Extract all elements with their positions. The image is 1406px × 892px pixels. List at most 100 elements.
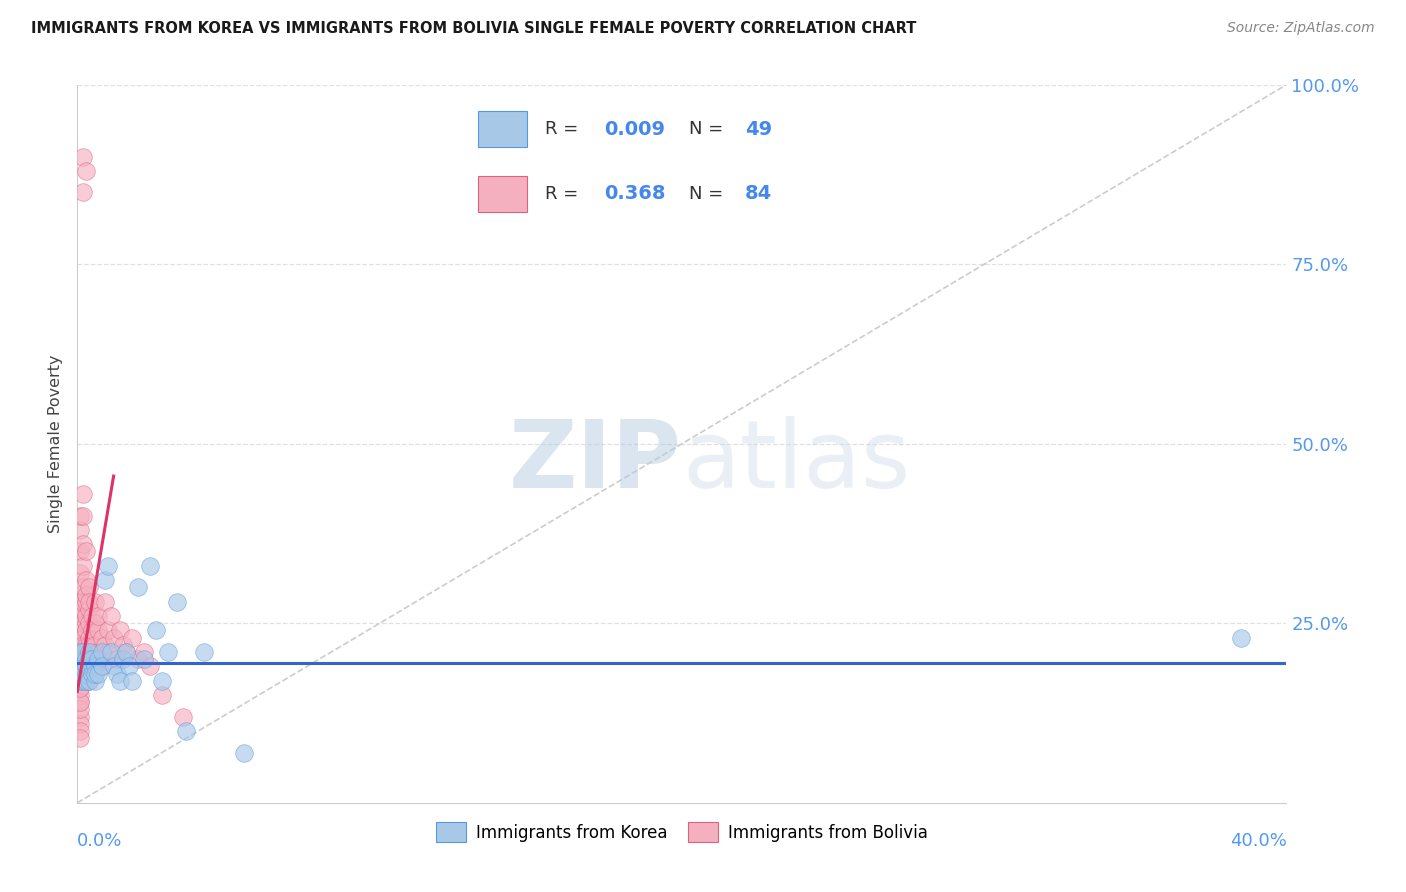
Point [69, 702, 91, 716]
Point [108, 673, 131, 688]
Point [72, 631, 94, 645]
Point [69, 681, 91, 695]
Point [75, 544, 97, 558]
Point [111, 652, 134, 666]
Point [103, 631, 125, 645]
Point [84, 666, 107, 681]
Point [69, 508, 91, 523]
Text: 0.0%: 0.0% [77, 831, 122, 849]
Point [75, 659, 97, 673]
Point [82, 659, 104, 673]
Point [79, 581, 101, 595]
Point [72, 581, 94, 595]
Point [69, 544, 91, 558]
Point [82, 645, 104, 659]
Point [127, 652, 149, 666]
Point [69, 566, 91, 580]
Point [72, 616, 94, 631]
Point [72, 508, 94, 523]
Point [69, 709, 91, 723]
Point [72, 666, 94, 681]
Point [103, 659, 125, 673]
Point [75, 595, 97, 609]
Point [69, 666, 91, 681]
Point [69, 602, 91, 616]
Point [69, 681, 91, 695]
Point [84, 616, 107, 631]
Point [72, 652, 94, 666]
Point [72, 659, 94, 673]
Text: atlas: atlas [682, 416, 910, 508]
Point [87, 624, 110, 638]
Point [1230, 631, 1253, 645]
Point [79, 673, 101, 688]
Point [79, 602, 101, 616]
Point [72, 638, 94, 652]
Point [174, 724, 197, 739]
Point [69, 659, 91, 673]
Point [69, 523, 91, 537]
Point [82, 666, 104, 681]
Point [90, 631, 112, 645]
Point [69, 624, 91, 638]
Text: IMMIGRANTS FROM KOREA VS IMMIGRANTS FROM BOLIVIA SINGLE FEMALE POVERTY CORRELATI: IMMIGRANTS FROM KOREA VS IMMIGRANTS FROM… [31, 21, 917, 37]
Point [114, 645, 136, 659]
Point [87, 609, 110, 624]
Text: 40.0%: 40.0% [1230, 831, 1286, 849]
Point [75, 638, 97, 652]
Point [69, 631, 91, 645]
Point [84, 595, 107, 609]
Point [72, 645, 94, 659]
Point [69, 645, 91, 659]
Text: ZIP: ZIP [509, 416, 682, 508]
Point [87, 645, 110, 659]
Point [105, 666, 128, 681]
Point [75, 573, 97, 587]
Point [114, 645, 136, 659]
Point [79, 616, 101, 631]
Point [69, 716, 91, 731]
Point [87, 666, 110, 681]
Point [75, 666, 97, 681]
Point [232, 746, 254, 760]
Point [84, 673, 107, 688]
Point [96, 558, 118, 573]
Point [69, 673, 91, 688]
Point [93, 573, 115, 587]
Point [79, 595, 101, 609]
Point [150, 673, 173, 688]
Point [75, 609, 97, 624]
Point [75, 588, 97, 602]
Point [79, 631, 101, 645]
Point [96, 645, 118, 659]
Text: Source: ZipAtlas.com: Source: ZipAtlas.com [1227, 21, 1375, 36]
Point [157, 645, 180, 659]
Point [72, 487, 94, 501]
Point [132, 652, 155, 666]
Point [90, 659, 112, 673]
Point [127, 581, 149, 595]
Point [72, 558, 94, 573]
Point [139, 659, 162, 673]
Point [69, 673, 91, 688]
Point [69, 659, 91, 673]
Point [105, 652, 128, 666]
Point [75, 616, 97, 631]
Point [75, 164, 97, 178]
Point [82, 609, 104, 624]
Point [69, 666, 91, 681]
Point [72, 150, 94, 164]
Point [100, 645, 122, 659]
Point [82, 652, 104, 666]
Point [75, 652, 97, 666]
Point [79, 645, 101, 659]
Point [90, 659, 112, 673]
Point [75, 624, 97, 638]
Point [69, 638, 91, 652]
Point [75, 645, 97, 659]
Point [69, 595, 91, 609]
Point [121, 631, 143, 645]
Point [69, 695, 91, 709]
Point [166, 595, 188, 609]
Point [145, 624, 167, 638]
